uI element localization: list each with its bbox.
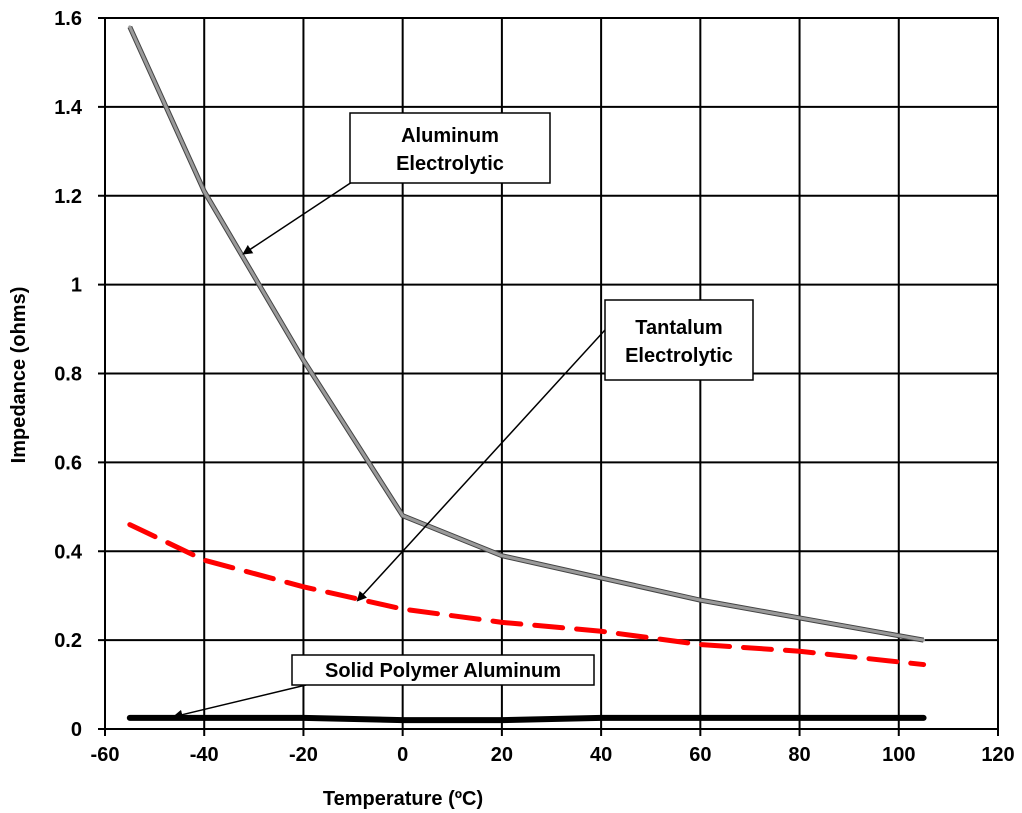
x-tick-label: -20	[289, 744, 318, 766]
y-tick-label: 0.2	[54, 630, 82, 652]
y-axis-label: Impedance (ohms)	[8, 287, 30, 464]
x-tick-label: 80	[788, 744, 810, 766]
y-tick-label: 0.4	[54, 541, 83, 563]
annotation-arrow	[242, 179, 356, 255]
annotation-layer: Aluminum Electrolytic Tantalum Electrolytic…	[172, 112, 754, 720]
series-line-aluminum-electrolytic	[128, 25, 926, 642]
tick-labels: -60 -40 -20 0 20 40 60 80 100 120 0 0.2 0.4 0.6 0.8 1 1.…	[54, 8, 1015, 766]
y-tick-label: 1.2	[54, 186, 82, 208]
x-tick-label: 20	[491, 744, 513, 766]
x-tick-label: 60	[689, 744, 711, 766]
annotation-box	[604, 299, 754, 381]
x-tick-label: 0	[397, 744, 408, 766]
x-tick-label: 100	[882, 744, 915, 766]
annotation-arrow	[172, 684, 307, 720]
annotation-text: Electrolytic	[396, 153, 504, 175]
series-layer	[126, 25, 927, 724]
y-tick-label: 1	[71, 275, 82, 297]
series-line-solid-polymer-aluminum	[126, 714, 927, 724]
y-tick-label: 1.4	[54, 97, 83, 119]
annotation-2: Tantalum Electrolytic	[356, 299, 754, 602]
annotation-text: Electrolytic	[625, 345, 733, 367]
x-axis-label: Temperature (ºC)	[323, 788, 483, 810]
annotation-text: Aluminum	[401, 125, 499, 147]
grid	[104, 17, 999, 730]
x-tick-label: 40	[590, 744, 612, 766]
y-tick-label: 0.6	[54, 452, 82, 474]
y-tick-label: 0.8	[54, 364, 82, 386]
y-tick-label: 0	[71, 719, 82, 741]
x-tick-label: -40	[190, 744, 219, 766]
series-line-tantalum-electrolytic	[127, 522, 927, 668]
y-tick-label: 1.6	[54, 8, 82, 30]
annotation-arrow	[356, 329, 606, 602]
annotation-box	[349, 112, 551, 184]
x-tick-label: 120	[981, 744, 1014, 766]
x-tick-label: -60	[91, 744, 120, 766]
annotation-text: Tantalum	[635, 317, 722, 339]
annotation-3: Solid Polymer Aluminum	[172, 654, 595, 720]
axes	[98, 17, 999, 736]
annotation-text: Solid Polymer Aluminum	[325, 660, 561, 682]
annotation-box	[291, 654, 595, 686]
annotation-1: Aluminum Electrolytic	[242, 112, 551, 255]
